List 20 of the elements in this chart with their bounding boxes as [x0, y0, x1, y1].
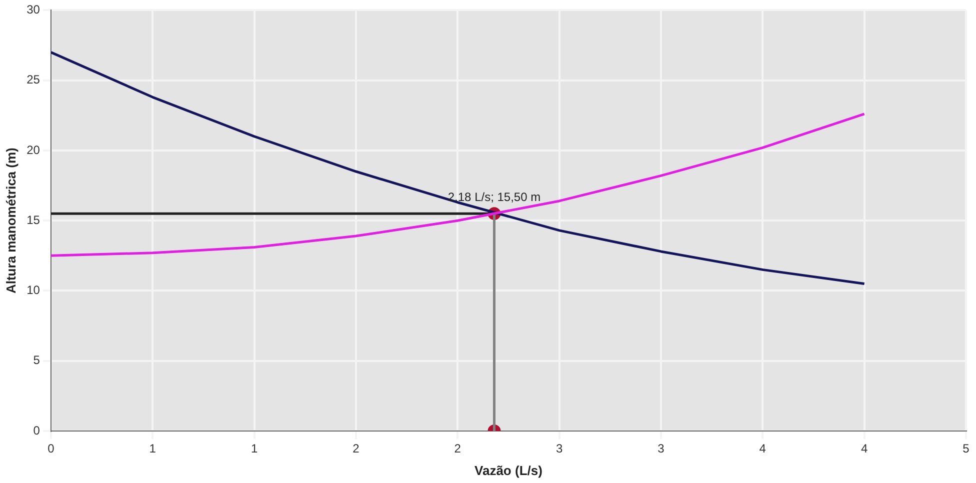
y-tick-label: 10 [26, 283, 40, 298]
y-tick-label: 30 [26, 2, 40, 17]
x-tick-label: 5 [962, 442, 970, 456]
y-axis-title: Altura manométrica (m) [3, 148, 18, 294]
x-tick-label: 3 [658, 442, 665, 456]
x-tick-label: 1 [250, 442, 258, 456]
x-tick-label: 2 [352, 442, 360, 456]
x-tick-label: 4 [860, 442, 868, 456]
y-tick-label: 15 [26, 212, 40, 227]
x-tick-label: 3 [556, 442, 563, 456]
x-tick-label: 4 [759, 442, 766, 456]
annotation: 2,18 L/s; 15,50 m [448, 190, 541, 204]
x-tick-label: 0 [48, 442, 55, 456]
x-axis-title: Vazão (L/s) [474, 462, 542, 478]
y-tick-label: 5 [33, 353, 40, 368]
y-tick-label: 0 [33, 423, 40, 438]
y-tick-label: 20 [26, 142, 40, 157]
x-tick-label: 1 [149, 442, 156, 456]
y-tick-label: 25 [26, 72, 40, 87]
x-tick-label: 2 [454, 442, 462, 456]
